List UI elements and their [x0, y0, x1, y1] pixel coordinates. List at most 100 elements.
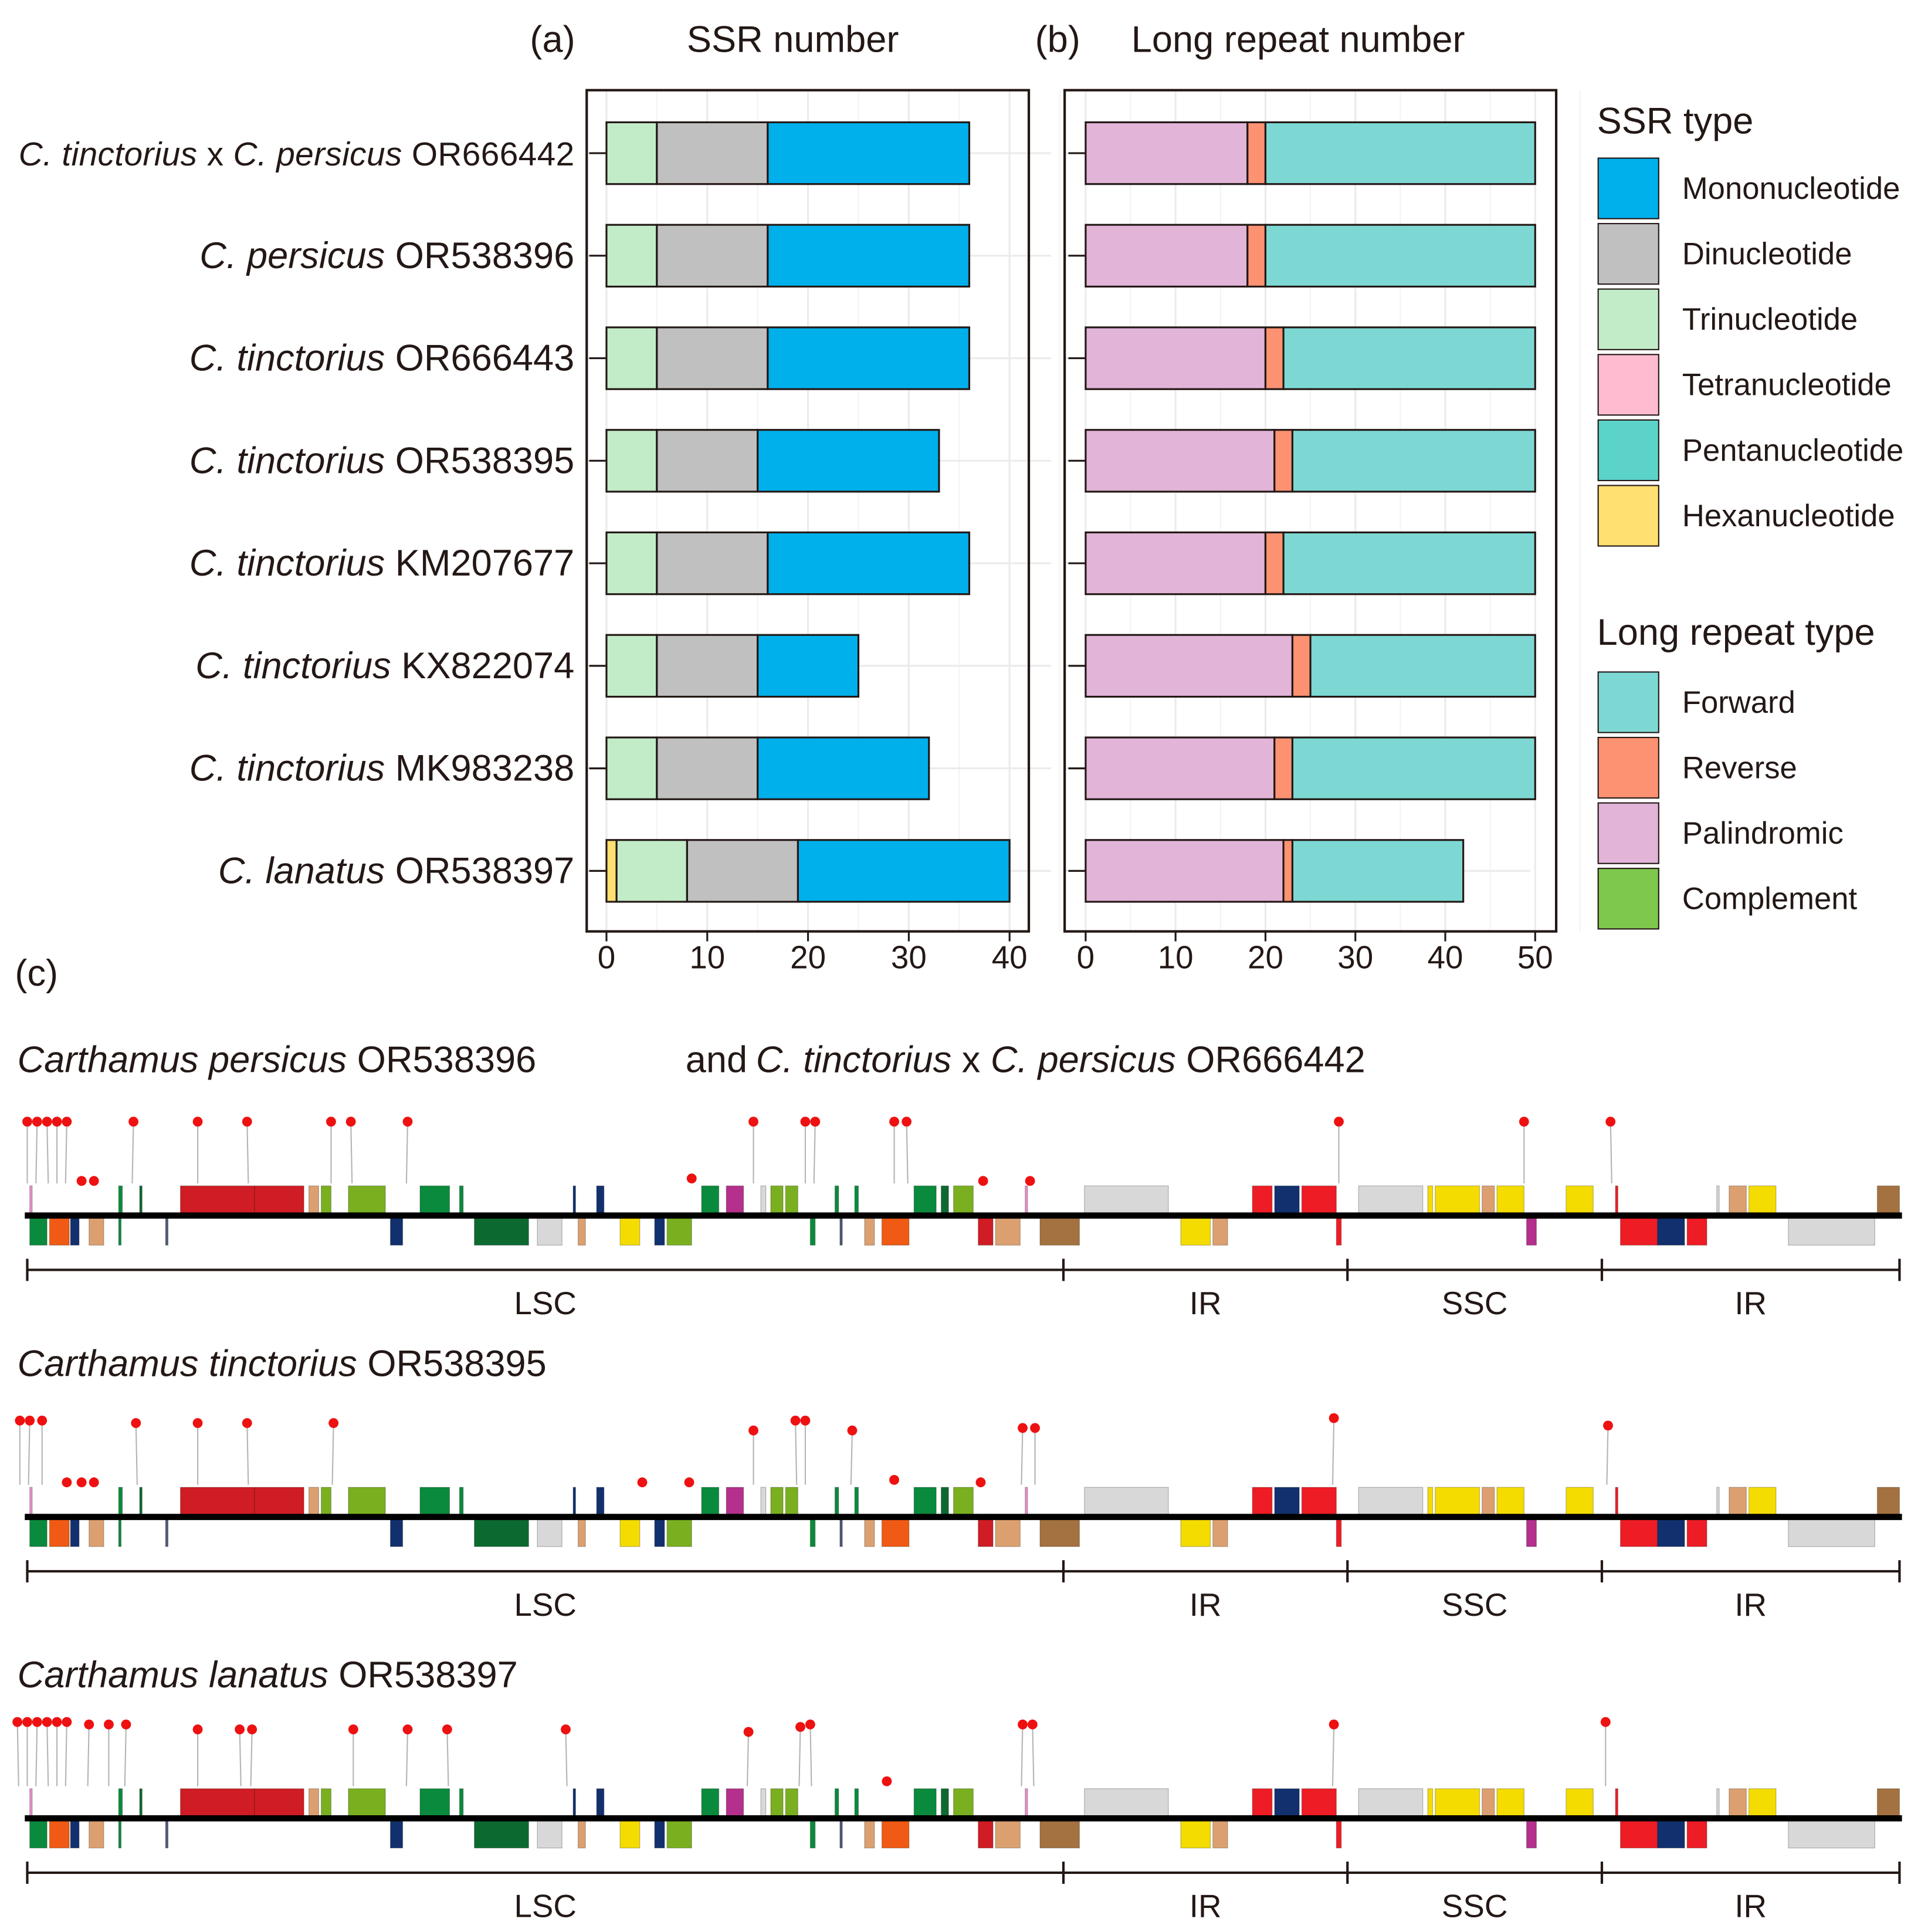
gene-block-reverse — [474, 1818, 529, 1849]
gene-block-forward — [139, 1185, 143, 1216]
ssr-bar-dinucleotide — [656, 224, 769, 288]
gene-block-forward — [118, 1788, 123, 1819]
repeat-pin-head — [42, 1717, 52, 1727]
gene-block-reverse — [118, 1818, 122, 1849]
repeat-pin-head — [1603, 1420, 1613, 1431]
gene-block-reverse — [29, 1818, 48, 1849]
repeat-pin-stem — [135, 1423, 138, 1485]
long-bar-palindromic — [1085, 429, 1276, 493]
region-label-ir: IR — [1190, 1586, 1222, 1623]
repeat-pin-head — [810, 1116, 821, 1127]
gene-block-reverse — [165, 1818, 169, 1849]
gene-block-forward — [770, 1185, 784, 1216]
repeat-pin-head — [442, 1724, 452, 1735]
gene-block-reverse — [619, 1516, 641, 1547]
region-label-ir: IR — [1734, 1586, 1767, 1623]
gene-block-forward — [1025, 1788, 1028, 1819]
gene-block-reverse — [537, 1818, 563, 1849]
repeat-pin-stem — [405, 1729, 409, 1786]
gene-block-forward — [1252, 1788, 1273, 1819]
gene-block-forward — [1566, 1185, 1594, 1216]
gene-block-reverse — [864, 1516, 875, 1547]
repeat-pin-stem — [813, 1121, 816, 1184]
gene-block-reverse — [839, 1516, 843, 1547]
repeat-pin-stem — [246, 1121, 249, 1184]
gene-block-forward — [1496, 1487, 1524, 1518]
region-label-ssc: SSC — [1442, 1586, 1508, 1623]
long-bar-reverse — [1282, 839, 1294, 903]
gene-block-forward — [596, 1487, 605, 1518]
gene-block-reverse — [1336, 1818, 1342, 1849]
gene-block-forward — [459, 1185, 464, 1216]
repeat-pin-stem — [65, 1722, 67, 1786]
gene-block-reverse — [165, 1516, 169, 1547]
ssr-bar-dinucleotide — [656, 429, 759, 493]
gene-block-forward — [118, 1487, 123, 1518]
gene-block-forward — [1729, 1185, 1747, 1216]
repeat-pin-head — [978, 1176, 988, 1186]
ssr-bar-trinucleotide — [605, 531, 658, 595]
gene-block-reverse — [1686, 1215, 1707, 1246]
ssr-x-tick-label: 40 — [992, 939, 1028, 976]
legend-label-trinucleotide: Trinucleotide — [1682, 302, 1858, 337]
repeat-pin-head — [1329, 1413, 1339, 1423]
gene-block-forward — [1025, 1487, 1028, 1518]
repeat-pin-head — [1027, 1719, 1038, 1730]
gene-block-reverse — [165, 1215, 169, 1246]
long-bar-forward — [1291, 736, 1536, 800]
legend-swatch-hexanucleotide — [1597, 485, 1659, 547]
gene-block-forward — [1427, 1788, 1434, 1819]
repeat-pin-head — [402, 1116, 413, 1127]
legend-label-dinucleotide: Dinucleotide — [1682, 237, 1852, 272]
gene-block-forward — [29, 1185, 33, 1216]
gene-block-reverse — [1336, 1516, 1342, 1547]
repeat-pin-head — [1605, 1116, 1616, 1127]
legend-label-reverse: Reverse — [1682, 750, 1797, 785]
gene-block-forward — [1876, 1788, 1900, 1819]
gene-block-forward — [29, 1487, 33, 1518]
gene-block-reverse — [1657, 1818, 1685, 1849]
gene-block-forward — [760, 1185, 767, 1216]
gene-block-forward — [572, 1185, 576, 1216]
gene-block-forward — [348, 1185, 386, 1216]
repeat-pin-head — [1329, 1719, 1339, 1730]
repeat-pin-head — [192, 1116, 203, 1127]
map3-title: Carthamus lanatus OR538397 — [18, 1654, 518, 1696]
gene-block-forward — [596, 1185, 605, 1216]
gene-block-reverse — [839, 1215, 843, 1246]
gene-block-forward — [308, 1185, 320, 1216]
ssr-bar-trinucleotide — [615, 839, 688, 903]
region-label-ir: IR — [1190, 1888, 1222, 1924]
gene-block-forward — [1716, 1788, 1720, 1819]
repeat-pin-head — [37, 1415, 48, 1426]
long-bar-forward — [1264, 121, 1536, 185]
repeat-pin-stem — [87, 1724, 90, 1786]
repeat-pin-stem — [1032, 1724, 1035, 1786]
gene-block-forward — [29, 1788, 33, 1819]
ssr-bar-trinucleotide — [605, 429, 658, 493]
region-label-ssc: SSC — [1442, 1285, 1508, 1321]
gene-block-forward — [179, 1788, 255, 1819]
region-label-ssc: SSC — [1442, 1888, 1508, 1924]
gene-block-reverse — [881, 1516, 910, 1547]
repeat-pin-head — [402, 1724, 413, 1735]
gene-block-forward — [726, 1788, 744, 1819]
repeat-pin-head — [192, 1724, 203, 1735]
gene-block-forward — [419, 1487, 450, 1518]
repeat-pin-head — [22, 1717, 32, 1727]
ssr-bar-mononucleotide — [767, 531, 971, 595]
repeat-pin-stem — [798, 1727, 801, 1786]
gene-block-reverse — [118, 1516, 122, 1547]
gene-block-forward — [1729, 1788, 1747, 1819]
repeat-pin-stem — [331, 1423, 334, 1485]
repeat-pin-head — [247, 1724, 257, 1735]
repeat-pin-head — [235, 1724, 245, 1735]
gene-block-reverse — [118, 1215, 122, 1246]
gene-block-reverse — [89, 1215, 104, 1246]
repeat-pin-stem — [1331, 1724, 1335, 1786]
ssr-bars — [589, 121, 1011, 903]
long-bar-reverse — [1273, 429, 1294, 493]
gene-block-forward — [1482, 1487, 1495, 1518]
region-label-lsc: LSC — [514, 1285, 576, 1321]
gene-block-reverse — [1180, 1516, 1211, 1547]
